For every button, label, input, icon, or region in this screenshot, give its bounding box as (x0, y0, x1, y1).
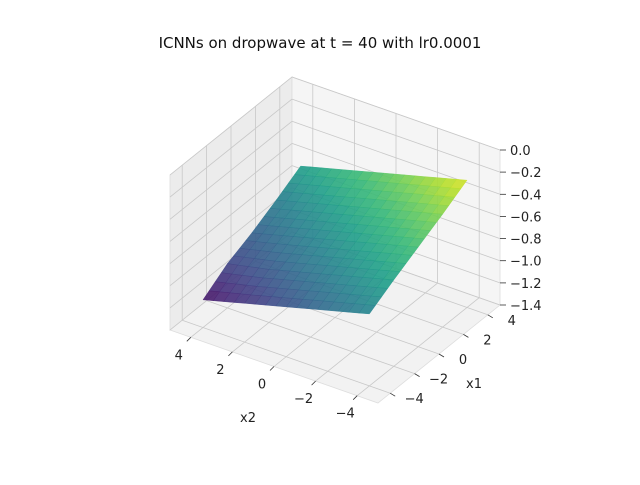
x2-axis-label: x2 (240, 411, 256, 426)
x2-tick-label: −4 (336, 407, 355, 422)
wall-gridline-z (169, 120, 293, 220)
z-tick-label: −1.2 (510, 277, 542, 292)
x1-tick-mark (463, 334, 469, 338)
floor-gridline-x1 (182, 319, 391, 394)
x2-tick-mark (311, 380, 316, 386)
x1-tick-mark (487, 314, 494, 319)
z-tick-label: −0.6 (510, 210, 542, 225)
z-tick-label: −0.4 (510, 188, 542, 203)
x1-tick-label: 4 (508, 314, 516, 329)
axes: 4 2 0 −2 −4 −4 −2 0 2 4 0.0 −0.2 −0.4 −0.6 −0.8 −1.0 −1.… (175, 144, 542, 426)
surface-mesh (202, 165, 468, 315)
x1-axis-label: x1 (466, 377, 482, 392)
wall-gridline-z (291, 98, 501, 173)
z-tick-label: −1.0 (510, 255, 542, 270)
wall-gridline-z (169, 76, 293, 176)
z-tick-label: −0.8 (510, 233, 542, 248)
x1-tick-mark (414, 373, 420, 377)
x2-tick-mark (269, 366, 275, 371)
x1-tick-label: 0 (459, 353, 467, 368)
x2-tick-label: 4 (175, 348, 183, 363)
x1-tick-mark (438, 353, 445, 358)
floor-gridline-x1 (206, 300, 415, 374)
z-tick-label: −1.4 (510, 299, 542, 314)
x1-tick-label: −4 (405, 392, 424, 407)
x1-tick-mark (389, 392, 396, 397)
z-tick-label: 0.0 (510, 144, 531, 159)
z-tick-label: −0.2 (510, 166, 542, 181)
x2-tick-label: 2 (216, 363, 224, 378)
chart-title: ICNNs on dropwave at t = 40 with lr0.000… (158, 34, 482, 52)
wall-gridline-z (169, 143, 293, 242)
x2-tick-mark (228, 351, 233, 357)
wall-gridline-z (169, 187, 293, 287)
wall-gridline-z (169, 98, 293, 198)
x1-tick-label: 2 (483, 333, 491, 348)
x2-tick-mark (186, 337, 192, 342)
x2-tick-mark (352, 395, 358, 400)
wall-gridline-z (291, 76, 501, 151)
surface-patch (202, 290, 220, 301)
x1-tick-label: −2 (429, 373, 448, 388)
wall-gridline-z (169, 165, 293, 264)
x2-tick-label: −2 (294, 392, 313, 407)
x2-tick-label: 0 (258, 378, 266, 393)
